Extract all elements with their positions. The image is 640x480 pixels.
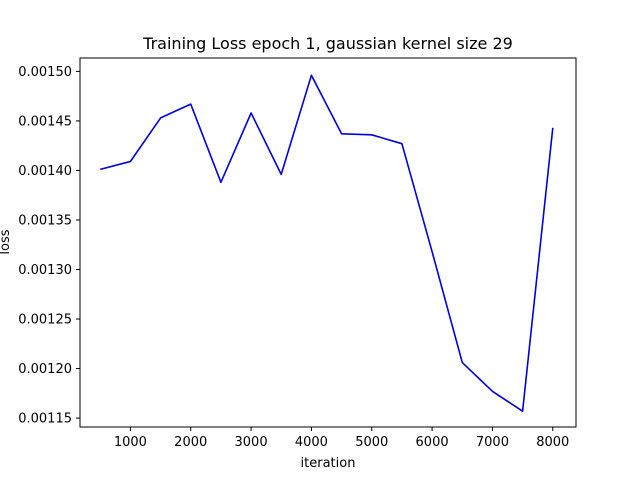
y-axis-ticks: 0.00115 0.00120 0.00125 0.00130 0.00135 0.001…	[18, 65, 80, 427]
y-tick-label: 0.00135	[18, 213, 72, 228]
y-tick-label: 0.00130	[18, 263, 72, 278]
x-tick-label: 7000	[476, 435, 509, 450]
x-axis-ticks: 1000 2000 3000 4000 5000 6000 7000 8000	[114, 427, 569, 450]
x-tick-label: 6000	[416, 435, 449, 450]
plot-frame	[79, 57, 577, 428]
plot-series	[99, 74, 554, 413]
y-tick-label: 0.00150	[18, 65, 72, 80]
y-tick-label: 0.00115	[18, 412, 72, 427]
x-tick-label: 8000	[536, 435, 569, 450]
y-tick-label: 0.00145	[18, 114, 72, 129]
loss-series-line	[99, 74, 554, 413]
y-tick-label: 0.00125	[18, 313, 72, 328]
y-tick-label: 0.00140	[18, 164, 72, 179]
x-tick-label: 2000	[174, 435, 207, 450]
x-axis-label: iteration	[301, 456, 356, 471]
y-tick-label: 0.00120	[18, 362, 72, 377]
x-tick-label: 1000	[114, 435, 147, 450]
x-tick-label: 4000	[295, 435, 328, 450]
chart-title: Training Loss epoch 1, gaussian kernel s…	[142, 34, 513, 53]
y-axis-label: loss	[0, 229, 13, 254]
x-tick-label: 5000	[355, 435, 388, 450]
x-tick-label: 3000	[235, 435, 268, 450]
